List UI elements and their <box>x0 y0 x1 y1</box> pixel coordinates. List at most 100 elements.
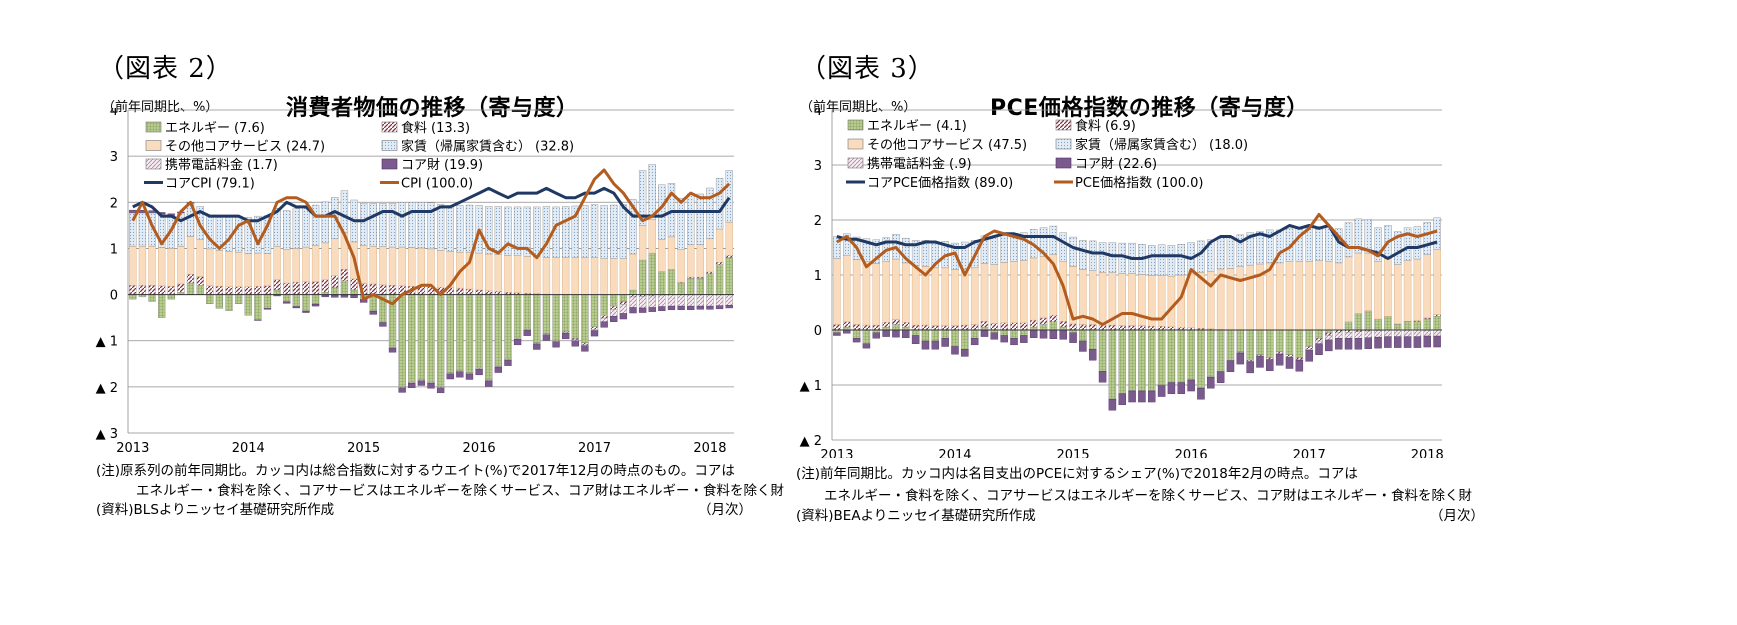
bar-segment <box>311 304 320 307</box>
bar-segment <box>706 187 714 239</box>
bar-segment <box>436 387 445 394</box>
bar-segment <box>862 329 871 344</box>
y-tick-label: 2 <box>814 214 822 229</box>
bar-segment <box>911 335 920 344</box>
bar-segment <box>1236 266 1245 331</box>
bar-segment <box>862 261 871 326</box>
bar-segment <box>1167 275 1176 327</box>
bar-segment <box>417 380 426 386</box>
bar-segment <box>1315 343 1323 355</box>
bar-segment <box>1049 314 1058 322</box>
bar-segment <box>1364 252 1372 311</box>
bar-segment <box>1305 346 1313 350</box>
series-line <box>836 224 1438 260</box>
bar-segment <box>1157 385 1166 397</box>
bar-segment <box>725 304 733 309</box>
bar-segment <box>1020 329 1028 336</box>
bar-segment <box>931 325 940 331</box>
bar-segment <box>1275 353 1284 366</box>
bar-segment <box>1029 319 1038 328</box>
bar-segment <box>244 217 252 254</box>
bar-segment <box>1344 331 1353 339</box>
bar-segment <box>1305 350 1313 362</box>
period-label: （月次） <box>1430 508 1484 524</box>
bar-segment <box>283 210 291 251</box>
bar-segment <box>921 340 930 350</box>
bar-segment <box>1098 242 1107 273</box>
bar-segment <box>1157 329 1166 386</box>
bar-segment <box>504 359 512 366</box>
bar-segment <box>1010 322 1018 331</box>
bar-segment <box>1039 317 1048 325</box>
bar-segment <box>677 305 685 310</box>
bar-segment <box>843 321 851 328</box>
bar-segment <box>1403 260 1412 322</box>
bar-segment <box>862 238 871 262</box>
footnote-line-1: (注)原系列の前年同期比。カッコ内は総合指数に対するウエイト(%)で2017年1… <box>96 463 735 479</box>
legend-label: 食料 (6.9) <box>1075 118 1136 134</box>
bar-segment <box>1128 329 1136 391</box>
bar-segment <box>417 202 426 249</box>
bar-segment <box>1059 329 1067 340</box>
x-tick-label: 2014 <box>938 448 971 458</box>
bar-segment <box>862 324 871 331</box>
bar-segment <box>446 373 454 380</box>
bar-segment <box>1000 262 1008 324</box>
bar-segment <box>941 325 949 331</box>
bar-segment <box>1157 244 1166 276</box>
bar-segment <box>1177 243 1186 276</box>
bar-segment <box>1393 336 1402 348</box>
bar-segment <box>1059 320 1067 328</box>
bar-segment <box>1236 352 1245 365</box>
bar-segment <box>1079 324 1087 331</box>
bar-segment <box>1197 329 1205 388</box>
bar-segment <box>1148 329 1156 391</box>
bar-segment <box>1364 219 1372 254</box>
y-tick-label: 1 <box>110 242 118 257</box>
bar-segment <box>562 333 570 340</box>
x-tick-label: 2016 <box>1175 448 1208 458</box>
bar-segment <box>1423 318 1431 331</box>
bar-segment <box>931 340 940 350</box>
bar-segment <box>581 205 589 258</box>
bar-segment <box>921 329 930 342</box>
bar-segment <box>677 197 685 251</box>
bar-segment <box>1187 329 1195 380</box>
bar-segment <box>892 329 900 338</box>
legend-swatch <box>145 121 162 133</box>
bar-segment <box>1226 329 1235 361</box>
legend-swatch <box>1055 138 1072 150</box>
bar-segment <box>970 267 979 325</box>
x-tick-label: 2017 <box>1293 448 1326 458</box>
bar-segment <box>990 332 999 340</box>
bar-segment <box>1295 261 1304 331</box>
bar-segment <box>1393 231 1402 265</box>
bar-segment <box>1108 324 1117 331</box>
bar-segment <box>667 305 676 310</box>
bar-segment <box>902 262 910 323</box>
legend-swatch <box>145 140 162 151</box>
bar-segment <box>725 170 733 223</box>
bar-segment <box>1315 329 1323 339</box>
bar-segment <box>872 239 881 264</box>
legend-swatch <box>1055 119 1072 131</box>
bar-segment <box>1128 325 1136 331</box>
bar-segment <box>590 204 599 258</box>
bar-segment <box>1118 393 1126 405</box>
bar-segment <box>1246 329 1254 361</box>
x-tick-label: 2016 <box>463 441 496 456</box>
bar-segment <box>1433 217 1441 250</box>
y-tick-label: ▲ 2 <box>800 434 822 449</box>
chart-title: 消費者物価の推移（寄与度） <box>286 96 579 121</box>
bar-segment <box>1088 329 1097 350</box>
legend-label: その他コアサービス (47.5) <box>867 138 1027 153</box>
bar-segment <box>1374 261 1382 320</box>
legend-swatch <box>847 157 864 169</box>
bar-segment <box>1029 329 1038 338</box>
bar-segment <box>1374 330 1382 338</box>
bar-segment <box>843 255 851 322</box>
bar-segment <box>1266 229 1274 264</box>
bar-segment <box>1315 226 1323 261</box>
bar-segment <box>911 265 920 326</box>
bar-segment <box>872 324 881 331</box>
